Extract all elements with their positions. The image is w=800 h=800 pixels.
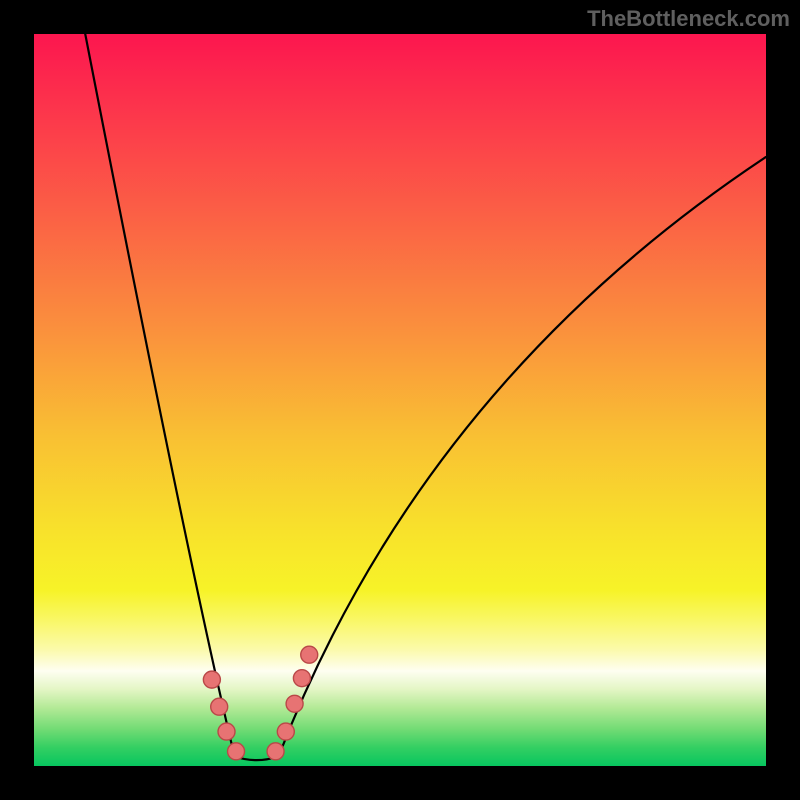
marker-point: [218, 723, 235, 740]
marker-point: [277, 723, 294, 740]
marker-point: [293, 670, 310, 687]
marker-point: [211, 698, 228, 715]
marker-point: [286, 695, 303, 712]
watermark-text: TheBottleneck.com: [587, 6, 790, 32]
plot-svg: [34, 34, 766, 766]
plot-area: [34, 34, 766, 766]
marker-point: [203, 671, 220, 688]
marker-point: [267, 743, 284, 760]
marker-point: [228, 743, 245, 760]
plot-background: [34, 34, 766, 766]
marker-point: [301, 646, 318, 663]
chart-container: TheBottleneck.com: [0, 0, 800, 800]
